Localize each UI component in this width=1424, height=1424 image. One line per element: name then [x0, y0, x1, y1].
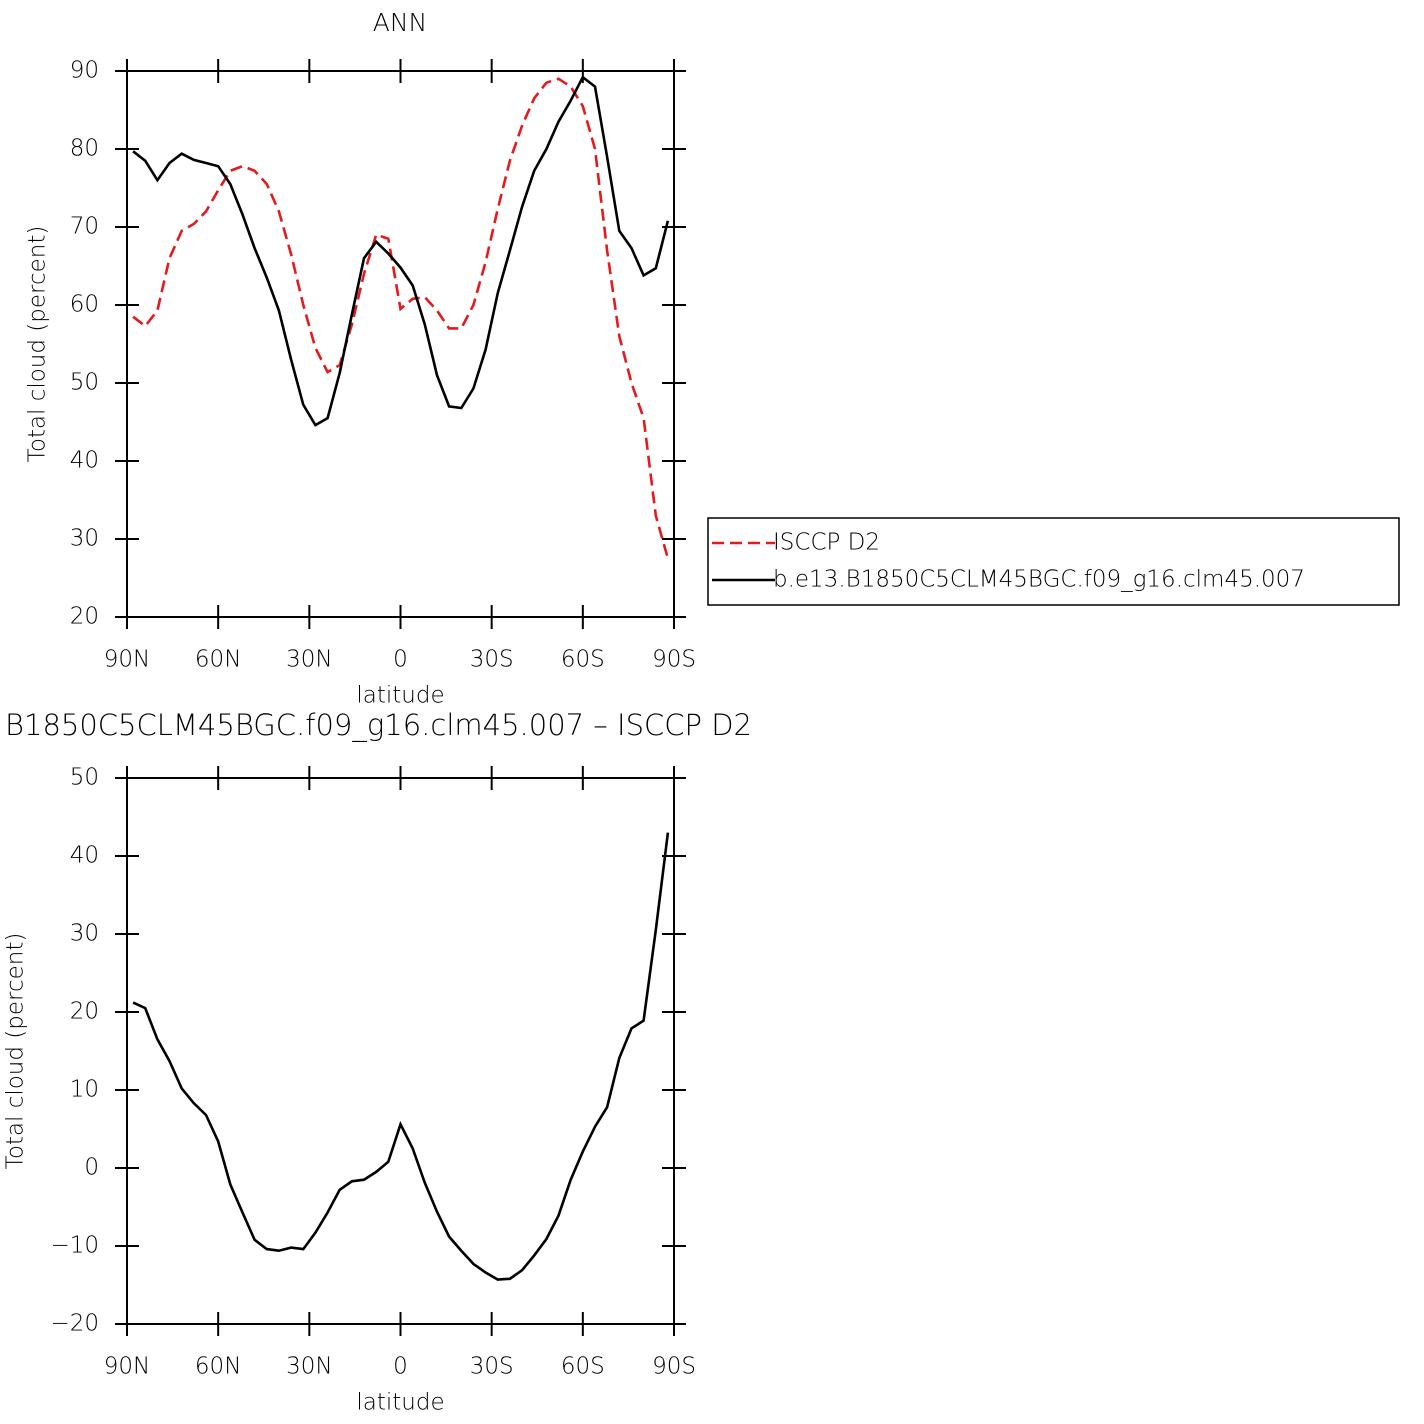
- x-axis-label: latitude: [356, 683, 444, 709]
- chart-title: B1850C5CLM45BGC.f09_g16.clm45.007 – ISCC…: [5, 708, 752, 743]
- y-tick-label: 20: [70, 604, 99, 630]
- y-tick-label: 70: [70, 214, 99, 240]
- y-tick-label: 50: [70, 370, 99, 396]
- x-tick-label: 60S: [561, 1354, 605, 1380]
- y-tick-label: 30: [70, 526, 99, 552]
- y-tick-label: 40: [70, 843, 99, 869]
- y-tick-label: 50: [70, 765, 99, 791]
- plot-frame: [126, 70, 675, 618]
- y-tick-label: −10: [50, 1233, 99, 1259]
- x-tick-label: 60S: [561, 647, 605, 673]
- x-tick-label: 90S: [652, 1354, 696, 1380]
- x-tick-label: 30S: [470, 1354, 514, 1380]
- x-tick-label: 90N: [104, 647, 150, 673]
- y-axis-label: Total cloud (percent): [25, 226, 51, 463]
- x-tick-label: 30N: [286, 647, 332, 673]
- y-tick-label: 80: [70, 136, 99, 162]
- x-tick-label: 90S: [652, 647, 696, 673]
- y-tick-label: 40: [70, 448, 99, 474]
- legend-label: ISCCP D2: [773, 530, 880, 556]
- y-tick-label: 20: [70, 999, 99, 1025]
- plot-frame: [126, 777, 675, 1325]
- legend: ISCCP D2 b.e13.B1850C5CLM45BGC.f09_g16.cl…: [707, 517, 1400, 606]
- x-tick-label: 60N: [195, 1354, 241, 1380]
- y-tick-label: 10: [70, 1077, 99, 1103]
- data-line: [132, 77, 670, 559]
- x-tick-label: 0: [393, 1354, 408, 1380]
- legend-label: b.e13.B1850C5CLM45BGC.f09_g16.clm45.007: [773, 567, 1305, 593]
- y-tick-label: −20: [50, 1311, 99, 1337]
- y-tick-label: 60: [70, 292, 99, 318]
- x-tick-label: 30N: [286, 1354, 332, 1380]
- x-tick-label: 90N: [104, 1354, 150, 1380]
- data-line: [132, 832, 670, 1281]
- x-tick-label: 60N: [195, 647, 241, 673]
- x-tick-label: 0: [393, 647, 408, 673]
- x-axis-label: latitude: [356, 1390, 444, 1416]
- data-line: [132, 75, 670, 427]
- y-tick-label: 90: [70, 58, 99, 84]
- x-tick-label: 30S: [470, 647, 514, 673]
- y-tick-label: 30: [70, 921, 99, 947]
- y-axis-label: Total cloud (percent): [3, 933, 29, 1170]
- y-tick-label: 0: [84, 1155, 99, 1181]
- legend-box: [707, 517, 1400, 606]
- chart-title: ANN: [373, 8, 428, 37]
